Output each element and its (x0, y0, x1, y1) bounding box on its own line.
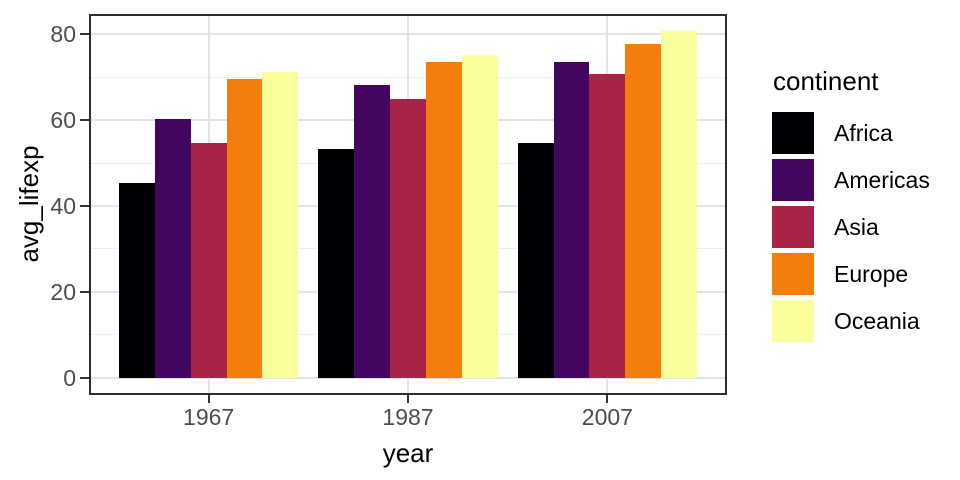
x-axis-title: year (382, 438, 434, 468)
legend-item: Asia (772, 206, 930, 248)
y-tick-mark (80, 290, 89, 293)
x-tick-label: 2007 (581, 404, 633, 430)
x-tick-label: 1967 (183, 404, 235, 430)
legend-label: Asia (834, 213, 879, 240)
y-tick-mark (80, 376, 89, 379)
bar-1967-asia (190, 142, 227, 378)
legend-label: Europe (834, 260, 909, 287)
x-tick-label: 1987 (382, 404, 434, 430)
bar-2007-americas (553, 61, 590, 378)
bar-2007-africa (517, 142, 554, 378)
y-tick-label: 0 (63, 364, 76, 391)
bar-2007-oceania (661, 31, 698, 378)
y-tick-mark (80, 205, 89, 208)
legend: continent Africa Americas Asia Europe Oceani… (772, 66, 930, 347)
bar-1967-americas (154, 118, 191, 378)
bar-1987-africa (318, 148, 355, 378)
bar-1987-oceania (461, 54, 498, 378)
bar-1987-europe (425, 61, 462, 378)
legend-items: Africa Americas Asia Europe Oceania (772, 112, 930, 342)
y-tick-label: 60 (50, 107, 76, 134)
legend-item: Oceania (772, 300, 930, 342)
plot-panel (89, 14, 727, 395)
y-tick-mark (80, 33, 89, 36)
legend-swatch-europe (772, 253, 814, 295)
y-tick-mark (80, 119, 89, 122)
bar-1987-asia (390, 99, 426, 378)
x-tick-mark (407, 395, 409, 403)
legend-label: Oceania (834, 307, 920, 334)
bar-2007-asia (589, 74, 626, 378)
legend-label: Africa (834, 119, 893, 146)
legend-item: Americas (772, 159, 930, 201)
legend-swatch-oceania (772, 300, 814, 342)
y-tick-label: 80 (50, 21, 76, 48)
x-tick-mark (606, 395, 609, 403)
y-tick-label: 20 (50, 278, 76, 305)
bar-2007-europe (625, 44, 662, 378)
y-tick-label: 40 (50, 193, 76, 220)
x-tick-mark (207, 395, 210, 403)
legend-title: continent (773, 66, 879, 96)
legend-swatch-africa (772, 112, 814, 154)
legend-item: Africa (772, 112, 930, 154)
legend-item: Europe (772, 253, 930, 295)
legend-label: Americas (834, 166, 930, 193)
bar-1987-americas (354, 85, 391, 378)
bar-1967-oceania (262, 71, 299, 378)
legend-swatch-asia (772, 206, 814, 248)
bar-1967-europe (226, 78, 263, 378)
bar-1967-africa (118, 183, 155, 378)
legend-swatch-americas (772, 159, 814, 201)
